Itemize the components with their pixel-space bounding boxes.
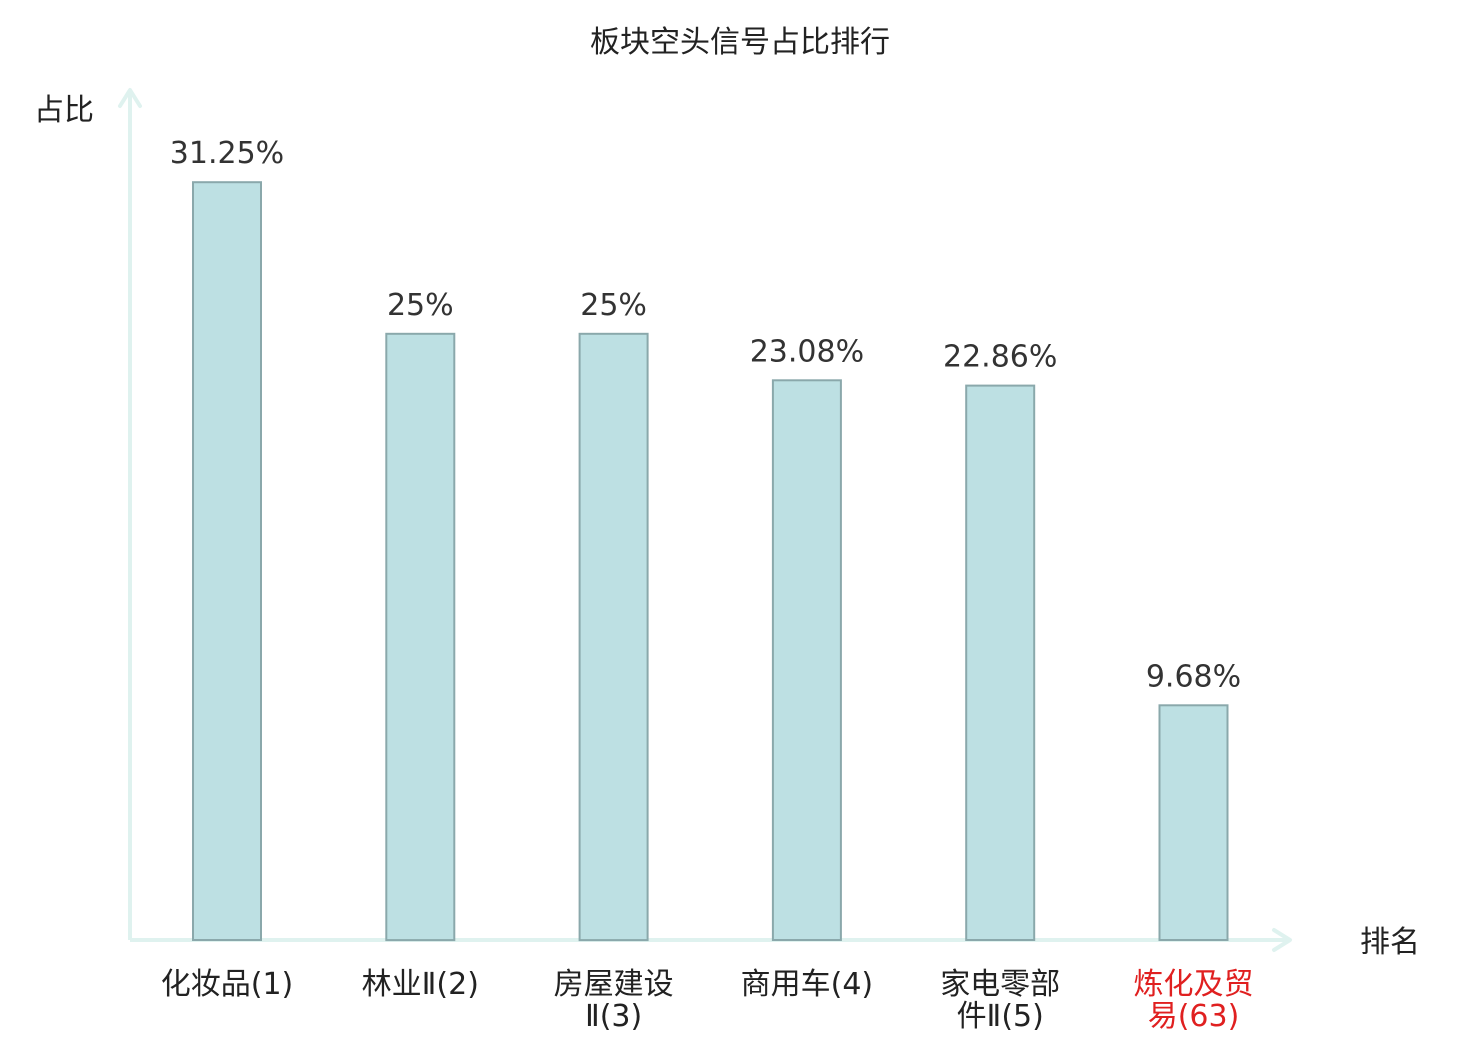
y-axis-arrow-icon xyxy=(118,88,142,108)
x-tick-label: 化妆品(1) xyxy=(161,967,294,1002)
x-axis-title: 排名 xyxy=(1360,925,1420,960)
x-tick-label: 炼化及贸 xyxy=(1134,967,1254,1002)
chart-title: 板块空头信号占比排行 xyxy=(590,25,890,60)
data-label: 23.08% xyxy=(750,334,864,369)
x-tick-label: 件Ⅱ(5) xyxy=(957,999,1044,1034)
data-label: 25% xyxy=(387,288,454,323)
x-tick-label: 林业Ⅱ(2) xyxy=(362,967,479,1002)
bar xyxy=(578,332,649,942)
bar xyxy=(192,181,262,941)
data-label: 25% xyxy=(580,288,647,323)
y-axis-title: 占比 xyxy=(34,93,94,128)
axes xyxy=(118,88,1292,952)
x-tick-label: 房屋建设 xyxy=(554,967,674,1002)
bars xyxy=(192,181,1229,942)
x-axis-arrow-icon xyxy=(1272,928,1292,952)
bar xyxy=(1158,704,1229,941)
x-tick-label: 商用车(4) xyxy=(741,967,874,1002)
bar xyxy=(385,332,456,942)
x-tick-label: Ⅱ(3) xyxy=(585,999,642,1034)
x-tick-label: 家电零部 xyxy=(940,967,1060,1002)
data-label: 22.86% xyxy=(943,340,1057,375)
value-labels: 31.25% 25% 25% 23.08% 22.86% 9.68% xyxy=(170,136,1241,694)
x-tick-label: 易(63) xyxy=(1148,999,1240,1034)
data-label: 31.25% xyxy=(170,136,284,171)
bar xyxy=(771,379,842,941)
bar xyxy=(965,384,1036,942)
data-label: 9.68% xyxy=(1146,659,1241,694)
